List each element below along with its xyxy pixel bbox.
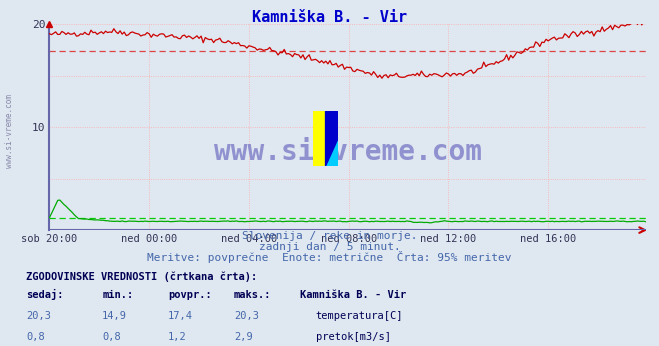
Text: zadnji dan / 5 minut.: zadnji dan / 5 minut. xyxy=(258,242,401,252)
Text: 1,2: 1,2 xyxy=(168,332,186,342)
Polygon shape xyxy=(326,138,338,166)
Text: ZGODOVINSKE VREDNOSTI (črtkana črta):: ZGODOVINSKE VREDNOSTI (črtkana črta): xyxy=(26,272,258,282)
Text: 17,4: 17,4 xyxy=(168,311,193,321)
Text: 14,9: 14,9 xyxy=(102,311,127,321)
Text: 20,3: 20,3 xyxy=(234,311,259,321)
Text: pretok[m3/s]: pretok[m3/s] xyxy=(316,332,391,342)
Text: www.si-vreme.com: www.si-vreme.com xyxy=(214,138,482,166)
Text: Slovenija / reke in morje.: Slovenija / reke in morje. xyxy=(242,231,417,241)
Text: Meritve: povprečne  Enote: metrične  Črta: 95% meritev: Meritve: povprečne Enote: metrične Črta:… xyxy=(147,251,512,263)
Text: sedaj:: sedaj: xyxy=(26,289,64,300)
Text: maks.:: maks.: xyxy=(234,290,272,300)
Text: 2,9: 2,9 xyxy=(234,332,252,342)
Polygon shape xyxy=(326,111,338,166)
Text: Kamniška B. - Vir: Kamniška B. - Vir xyxy=(300,290,406,300)
Text: temperatura[C]: temperatura[C] xyxy=(316,311,403,321)
Text: povpr.:: povpr.: xyxy=(168,290,212,300)
Bar xyxy=(313,111,326,166)
Text: min.:: min.: xyxy=(102,290,133,300)
Text: Kamniška B. - Vir: Kamniška B. - Vir xyxy=(252,10,407,25)
Text: 0,8: 0,8 xyxy=(102,332,121,342)
Text: 20,3: 20,3 xyxy=(26,311,51,321)
Text: 0,8: 0,8 xyxy=(26,332,45,342)
Text: www.si-vreme.com: www.si-vreme.com xyxy=(5,94,14,169)
